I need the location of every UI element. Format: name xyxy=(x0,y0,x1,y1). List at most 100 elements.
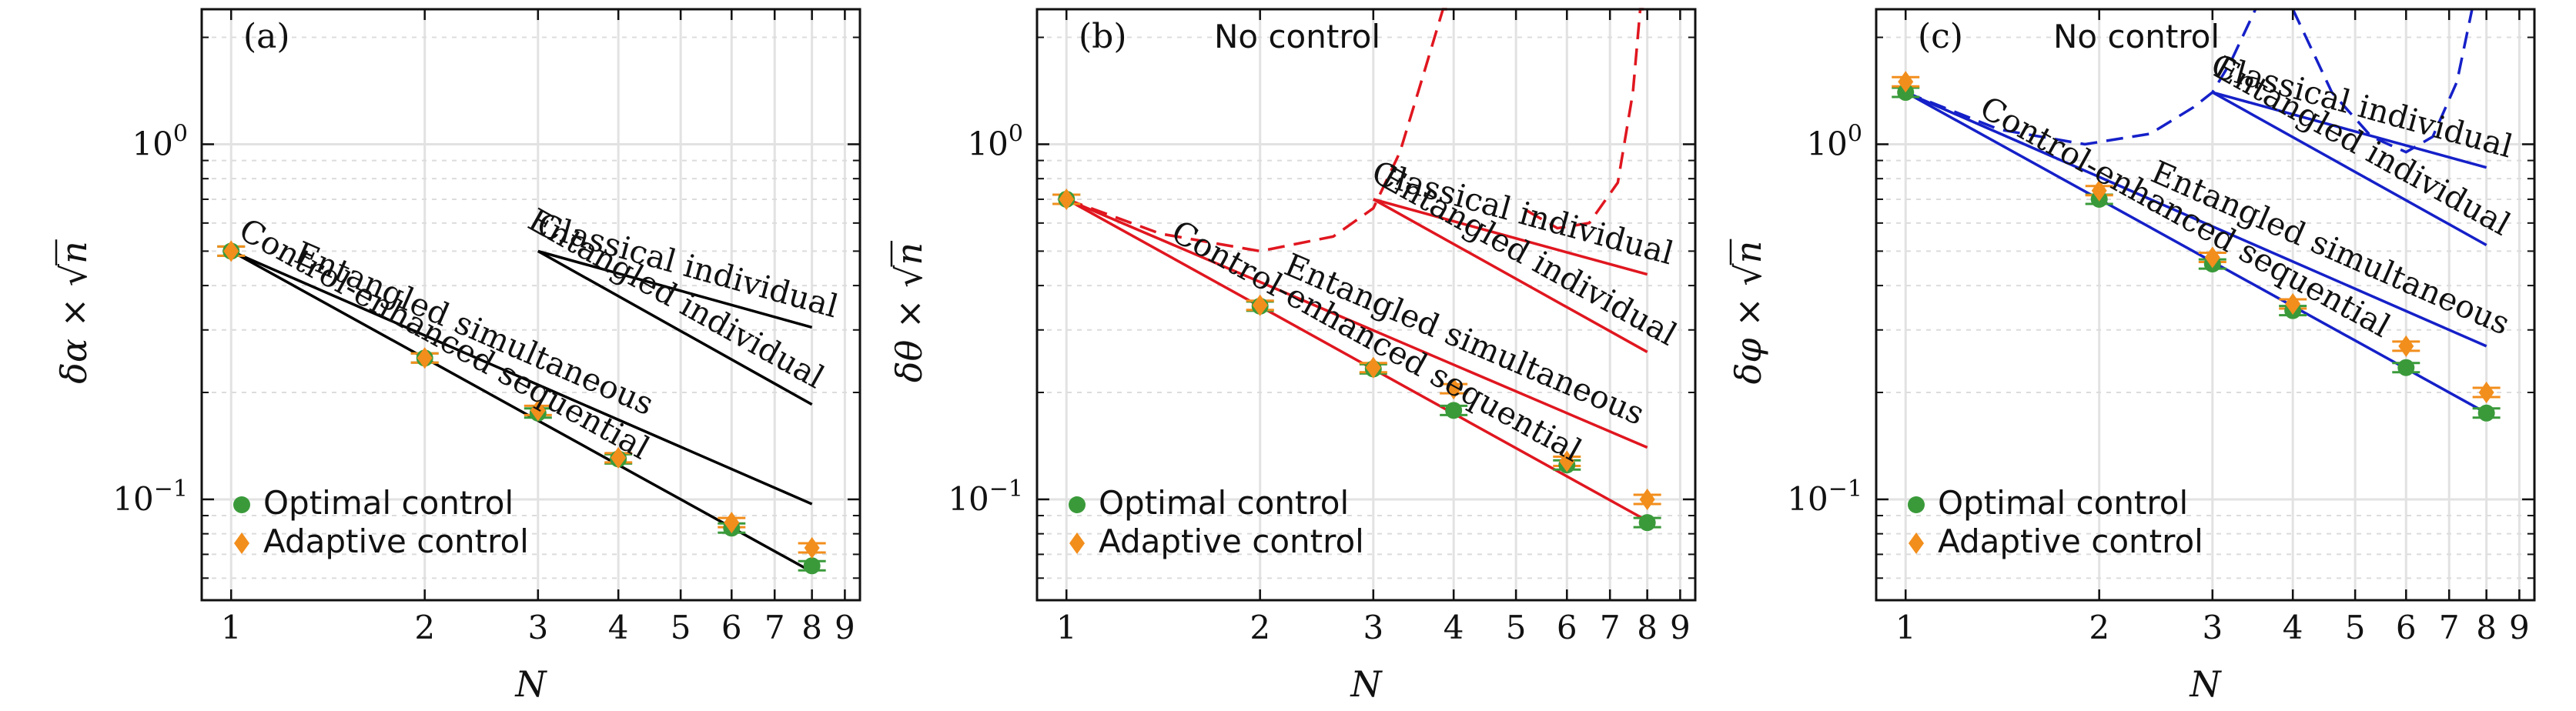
legend: Optimal control Adaptive control xyxy=(1069,484,1364,560)
scaling-line xyxy=(1372,198,1648,353)
adaptive-control-point xyxy=(1898,71,1914,93)
y-axis-title: δα × √n xyxy=(53,239,95,384)
adaptive-control-point xyxy=(1559,450,1575,472)
y-axis-title: δφ × √n xyxy=(1728,239,1769,385)
y-axis-title: δθ × √n xyxy=(888,240,930,382)
optimal-control-point xyxy=(2397,359,2415,376)
x-tick-label: 7 xyxy=(1600,609,1621,646)
adaptive-control-point xyxy=(611,446,627,469)
y-axis-title-sqrt-arg: n xyxy=(888,242,930,265)
adaptive-control-point xyxy=(804,537,820,559)
adaptive-control-point xyxy=(1446,378,1462,400)
scaling-line xyxy=(2212,91,2487,169)
x-tick-label: 8 xyxy=(2476,609,2497,646)
adaptive-control-point xyxy=(1365,356,1381,379)
no-control-curve xyxy=(1066,8,1450,253)
no-control-annotation: No control xyxy=(1214,18,1380,55)
x-tick-label: 5 xyxy=(2345,609,2366,646)
y-tick-label: 100 xyxy=(1806,120,1862,162)
x-tick-label: 1 xyxy=(1895,609,1916,646)
x-tick-label: 3 xyxy=(2202,609,2223,646)
panel-label: (c) xyxy=(1918,17,1963,56)
legend-optimal-marker xyxy=(1908,496,1925,513)
x-tick-label: 8 xyxy=(801,609,822,646)
panel-label: (b) xyxy=(1079,17,1127,56)
y-tick-label: 10−1 xyxy=(112,476,188,518)
x-tick-label: 4 xyxy=(2283,609,2303,646)
adaptive-control-point xyxy=(1059,188,1075,210)
x-tick-label: 5 xyxy=(671,609,691,646)
optimal-control-point xyxy=(2477,404,2495,422)
legend-adaptive-label: Adaptive control xyxy=(1938,522,2203,560)
adaptive-control-point xyxy=(724,512,740,534)
plot-frame xyxy=(1875,8,2536,602)
adaptive-control-point xyxy=(1639,488,1655,510)
plot-frame xyxy=(1035,8,1697,602)
x-tick-label: 2 xyxy=(414,609,435,646)
plot-frame xyxy=(200,8,861,602)
y-axis-title-prefix: δα × √ xyxy=(53,263,95,384)
adaptive-control-point xyxy=(2478,382,2494,404)
grid xyxy=(1876,9,2534,600)
adaptive-control-point xyxy=(530,399,546,422)
adaptive-control-point xyxy=(2285,293,2301,315)
scaling-line xyxy=(1066,198,1648,522)
x-tick-label: 7 xyxy=(764,609,785,646)
data-markers xyxy=(1892,71,2501,422)
x-tick-label: 3 xyxy=(527,609,548,646)
legend-adaptive-marker xyxy=(1069,532,1085,554)
legend-optimal-label: Optimal control xyxy=(1099,484,1349,522)
no-control-curve xyxy=(1905,8,2257,146)
grid xyxy=(1037,9,1695,600)
y-axis-title-sqrt-arg: n xyxy=(53,241,95,264)
y-tick-label: 10−1 xyxy=(1787,476,1862,518)
scaling-line xyxy=(537,249,813,329)
scaling-line xyxy=(1905,91,2487,415)
legend: Optimal control Adaptive control xyxy=(233,484,529,560)
x-tick-label: 9 xyxy=(1670,609,1691,646)
legend-adaptive-marker xyxy=(234,532,249,554)
y-tick-label: 100 xyxy=(132,120,188,162)
y-axis-title-sqrt-arg: n xyxy=(1728,241,1769,264)
legend-adaptive-label: Adaptive control xyxy=(263,522,529,560)
x-tick-label: 4 xyxy=(1444,609,1464,646)
svg-text:δφ × √n: δφ × √n xyxy=(1728,241,1769,385)
scaling-line xyxy=(1905,91,2487,348)
x-axis-title: N xyxy=(514,663,547,705)
x-tick-label: 9 xyxy=(835,609,855,646)
legend-optimal-label: Optimal control xyxy=(1938,484,2188,522)
no-control-curve xyxy=(2291,8,2474,154)
optimal-control-point xyxy=(803,557,821,575)
adaptive-control-point xyxy=(2398,335,2414,357)
adaptive-control-point xyxy=(417,347,433,369)
scaling-lines xyxy=(1066,198,1648,522)
x-tick-label: 9 xyxy=(2509,609,2530,646)
data-markers xyxy=(217,240,826,575)
legend-optimal-label: Optimal control xyxy=(263,484,514,522)
svg-text:δθ × √n: δθ × √n xyxy=(888,242,930,382)
scaling-lines xyxy=(1905,91,2487,415)
scaling-line xyxy=(1373,198,1648,276)
x-axis-title: N xyxy=(1350,663,1383,705)
x-tick-label: 8 xyxy=(1637,609,1658,646)
scaling-line xyxy=(1066,198,1648,449)
x-tick-label: 6 xyxy=(1557,609,1577,646)
x-tick-label: 1 xyxy=(1056,609,1077,646)
panel-label: (a) xyxy=(243,17,290,56)
scaling-line xyxy=(230,249,813,506)
adaptive-control-point xyxy=(2091,179,2107,202)
x-tick-label: 4 xyxy=(608,609,629,646)
x-tick-label: 2 xyxy=(1250,609,1270,646)
x-tick-label: 7 xyxy=(2439,609,2460,646)
legend: Optimal control Adaptive control xyxy=(1908,484,2203,560)
scaling-line xyxy=(537,249,813,406)
legend-adaptive-marker xyxy=(1909,532,1924,554)
x-tick-label: 6 xyxy=(2396,609,2417,646)
no-control-annotation: No control xyxy=(2053,18,2220,55)
x-tick-label: 2 xyxy=(2089,609,2109,646)
legend-optimal-marker xyxy=(233,496,250,513)
